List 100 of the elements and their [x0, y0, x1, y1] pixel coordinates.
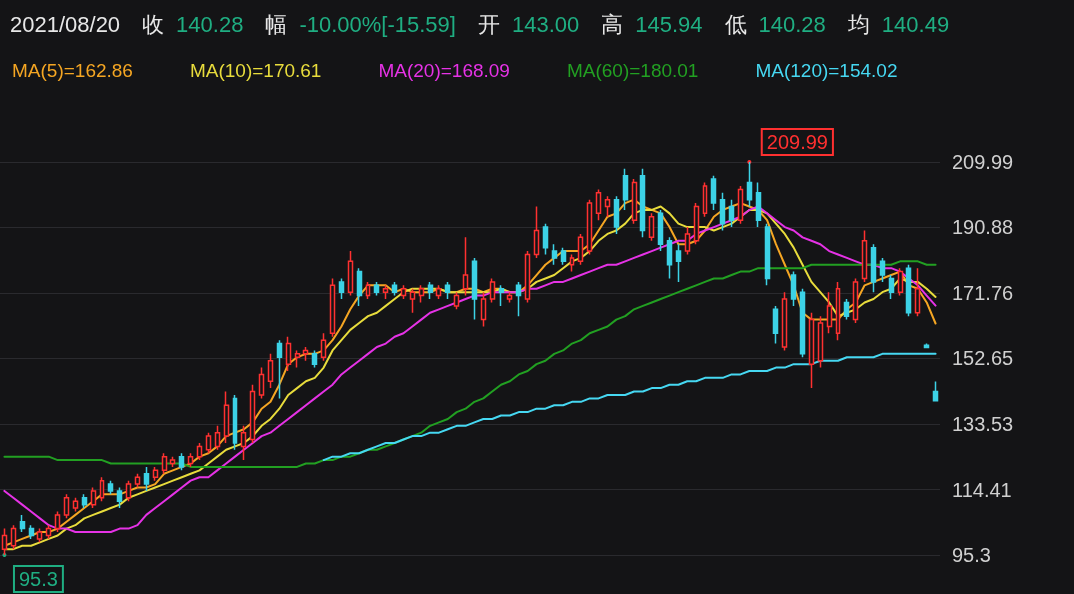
candlestick [276, 339, 283, 400]
candlestick [515, 281, 522, 317]
text: 140.49 [881, 12, 950, 38]
candlestick [790, 270, 797, 307]
candlestick [427, 281, 434, 300]
candlestick [489, 277, 496, 304]
candlestick [879, 257, 886, 283]
text: MA(120)=154.02 [755, 60, 898, 81]
candlestick [205, 431, 212, 454]
candlestick [772, 305, 779, 345]
candlestick [400, 284, 407, 300]
candlestick [684, 226, 691, 256]
candlestick [569, 253, 575, 273]
candlestick [125, 479, 132, 502]
line-series [322, 352, 937, 462]
candlestick [311, 349, 318, 369]
candlestick [631, 178, 638, 225]
candlestick [728, 198, 735, 228]
candlestick [373, 281, 380, 297]
candlestick [719, 192, 726, 232]
text: 幅 [265, 11, 288, 39]
candlestick [471, 257, 478, 321]
text: 143.00 [511, 12, 580, 38]
candlestick [169, 455, 176, 468]
candlestick [577, 233, 584, 266]
text: 高 [601, 11, 624, 39]
candlestick [178, 452, 185, 472]
candlestick [675, 243, 682, 283]
text: 开 [477, 11, 500, 39]
line-series [3, 260, 937, 468]
candlestick [45, 524, 52, 540]
candlestick [826, 291, 833, 335]
candlestick [232, 394, 238, 451]
candlestick [453, 291, 460, 311]
candlestick [285, 335, 292, 372]
candlestick [143, 466, 150, 492]
candlestick [391, 281, 398, 297]
candlestick [418, 284, 425, 304]
candlestick [524, 250, 531, 304]
candlestick [932, 380, 939, 402]
candlestick [240, 425, 247, 461]
candlestick [843, 298, 850, 321]
candlestick [347, 250, 354, 297]
y-tick-label: 133.53 [952, 413, 1014, 435]
candlestick [187, 452, 194, 468]
candlestick [746, 161, 753, 208]
candlestick [897, 267, 904, 297]
candlestick [90, 486, 97, 509]
candlestick [54, 510, 61, 533]
text: 209.99 [766, 131, 828, 153]
candlestick [72, 497, 79, 513]
text: 140.28 [176, 12, 244, 38]
candlestick [702, 181, 708, 218]
candlestick [320, 332, 327, 362]
candlestick [648, 212, 655, 242]
candlestick [737, 185, 744, 225]
candlestick [28, 524, 35, 540]
candlestick [223, 390, 230, 444]
candlestick [542, 222, 549, 256]
candlestick [533, 205, 540, 259]
candlestick [444, 281, 451, 300]
text: -10.00%[-15.59] [299, 12, 456, 38]
candlestick [134, 473, 141, 489]
candlestick [710, 174, 717, 211]
candlestick [258, 366, 265, 400]
text: 均 [847, 11, 870, 39]
candlestick [435, 284, 442, 300]
candlestick [852, 277, 859, 324]
y-tick-label: 114.41 [952, 478, 1012, 501]
candlestick [914, 267, 921, 317]
candlestick [214, 425, 221, 451]
candlestick [462, 236, 469, 297]
candlestick [835, 281, 841, 341]
candlestick [196, 442, 203, 461]
text: 140.28 [758, 12, 826, 38]
candlestick [639, 168, 646, 239]
candlestick [161, 452, 168, 475]
candlestick [36, 527, 43, 544]
candlestick [817, 315, 824, 369]
candlestick [905, 264, 912, 317]
candlestick [498, 284, 505, 307]
candlestick [764, 222, 771, 287]
candlestick [693, 202, 700, 245]
candlestick [657, 209, 664, 252]
candlestick [107, 479, 114, 496]
candlestick [99, 476, 105, 502]
candlestick [480, 291, 487, 328]
candlestick [781, 291, 788, 352]
text: MA(5)=162.86 [12, 60, 133, 81]
text: 95.3 [18, 568, 58, 590]
candlestick [613, 195, 620, 235]
candlestick [10, 524, 17, 550]
candlestick [152, 466, 159, 482]
candlestick [409, 288, 416, 314]
candlestick [861, 229, 868, 283]
candlestick [560, 246, 567, 266]
candlestick [249, 383, 256, 444]
candlestick [870, 243, 877, 293]
candlestick [888, 274, 895, 300]
candlestick [595, 188, 602, 221]
